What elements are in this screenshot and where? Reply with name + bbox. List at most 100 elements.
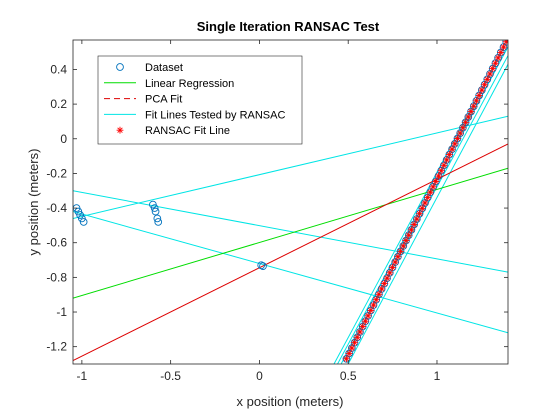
legend-box — [97, 55, 303, 145]
ransac-fit-point — [464, 113, 472, 121]
ransac-fit-point — [348, 344, 356, 352]
ransac-fit-points — [343, 40, 508, 363]
ransac-fit-point — [454, 135, 461, 142]
ransac-fit-point — [448, 145, 456, 153]
ransac-tested-line-2 — [73, 211, 508, 334]
legend-entry: PCA Fit — [104, 94, 182, 106]
ransac-fit-point — [389, 264, 396, 271]
ransac-fit-point — [473, 97, 480, 105]
ransac-fit-point — [475, 92, 483, 99]
ransac-fit-point — [386, 269, 394, 277]
chart-title: Single Iteration RANSAC Test — [197, 19, 380, 34]
y-tick-label: 0 — [60, 132, 67, 146]
legend-label: Linear Regression — [145, 78, 234, 90]
ransac-fit-point — [489, 65, 497, 73]
y-tick-label: -1 — [56, 305, 67, 319]
y-axis: -1.2 -1 -0.8 -0.6 -0.4 -0.2 0 0.2 0.4 — [46, 62, 508, 354]
ransac-fit-point — [402, 237, 410, 244]
legend-label: RANSAC Fit Line — [145, 125, 230, 137]
ransac-fit-point — [440, 161, 448, 169]
ransac-fit-point — [397, 247, 404, 255]
x-tick-label: 1 — [434, 369, 441, 383]
pca-fit-line — [73, 143, 508, 361]
ransac-fit-point — [429, 183, 437, 191]
ransac-fit-point — [456, 129, 464, 137]
dataset-point — [79, 218, 88, 226]
x-tick-label: 0 — [256, 369, 263, 383]
ransac-fit-point — [413, 215, 421, 223]
axes-box — [72, 39, 509, 365]
legend: Dataset Linear Regression PCA Fit Fit Lines… — [97, 55, 303, 145]
ransac-fit-point — [351, 339, 358, 347]
dataset-point — [259, 262, 267, 270]
ransac-fit-point — [467, 108, 475, 115]
legend-entry: Dataset — [116, 62, 183, 74]
ransac-fit-point — [408, 226, 415, 234]
ransac-fit-point — [478, 86, 486, 94]
legend-entry: Fit Lines Tested by RANSAC — [104, 109, 285, 121]
dataset-point — [154, 218, 163, 226]
ransac-tested-line-0 — [73, 115, 508, 219]
y-tick-label: 0.4 — [50, 62, 67, 76]
ransac-tested-line-1 — [73, 190, 508, 273]
ransac-fit-point — [494, 54, 502, 62]
ransac-fit-point — [462, 118, 469, 126]
ransac-fit-point — [500, 43, 507, 51]
ransac-fit-point — [399, 242, 407, 250]
ransac-fit-point — [353, 333, 361, 341]
ransac-fit-point — [383, 274, 391, 282]
ransac-fit-point — [378, 285, 386, 293]
ransac-fit-point — [375, 290, 383, 298]
ransac-fit-point — [405, 231, 413, 239]
ransac-fit-point — [421, 199, 429, 207]
y-tick-label: -1.2 — [46, 340, 67, 354]
ransac-fit-point — [497, 49, 505, 56]
ransac-fit-point — [394, 253, 402, 261]
y-tick-label: -0.2 — [46, 166, 67, 180]
ransac-fit-point — [418, 204, 426, 212]
ransac-fit-point — [445, 151, 453, 158]
legend-label: PCA Fit — [145, 94, 182, 106]
dataset-point — [151, 207, 160, 216]
ransac-fit-point — [502, 40, 508, 46]
legend-asterisk-marker — [116, 126, 124, 134]
ransac-fit-point — [432, 178, 440, 185]
dataset-point — [153, 214, 162, 223]
dataset-point — [257, 261, 266, 270]
ransac-fit-point — [451, 140, 459, 148]
ransac-fit-point — [416, 210, 423, 218]
x-tick-label: -0.5 — [160, 369, 181, 383]
linear-regression-line — [73, 167, 508, 299]
ransac-fit-point — [364, 312, 372, 320]
ransac-fit-point — [359, 323, 367, 330]
ransac-fit-point — [424, 194, 432, 201]
y-tick-label: -0.4 — [46, 201, 67, 215]
legend-entry: RANSAC Fit Line — [116, 125, 230, 137]
ransac-fit-point — [483, 75, 491, 83]
ransac-fit-point — [437, 167, 445, 175]
ransac-fit-point — [435, 172, 442, 180]
legend-label: Dataset — [145, 62, 183, 74]
plot-area — [73, 40, 508, 364]
ransac-fit-point — [410, 221, 418, 228]
ransac-fit-point — [470, 102, 478, 110]
ransac-fit-point — [372, 296, 380, 304]
x-tick-label: -1 — [77, 369, 88, 383]
ransac-fit-point — [367, 307, 375, 314]
ransac-fit-point — [380, 280, 388, 287]
legend-entry: Linear Regression — [104, 78, 234, 90]
ransac-fit-point — [391, 258, 399, 266]
y-tick-label: 0.2 — [50, 97, 67, 111]
y-tick-label: -0.6 — [46, 236, 67, 250]
ransac-fit-point — [486, 70, 494, 78]
dataset-point — [150, 204, 159, 212]
x-axis-label: x position (meters) — [237, 394, 344, 409]
ransac-fit-point — [481, 81, 488, 89]
x-axis: -1 -0.5 0 0.5 1 — [77, 40, 441, 383]
x-tick-label: 0.5 — [340, 369, 357, 383]
ransac-fit-point — [443, 156, 451, 164]
legend-label: Fit Lines Tested by RANSAC — [145, 109, 285, 121]
legend-circle-marker — [116, 63, 124, 71]
ransac-fit-point — [361, 317, 369, 325]
